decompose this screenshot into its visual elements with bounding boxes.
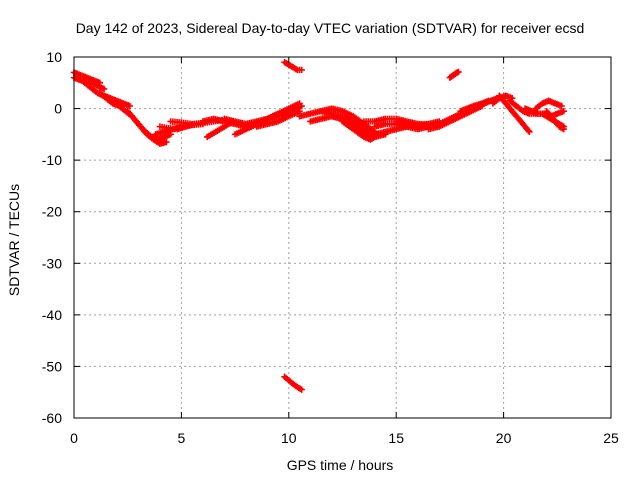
x-tick-label: 20 — [496, 430, 512, 446]
y-tick-label: -40 — [42, 307, 62, 323]
data-point — [298, 386, 305, 393]
y-tick-label: -10 — [42, 152, 62, 168]
data-point — [100, 85, 108, 93]
x-tick-label: 5 — [178, 430, 186, 446]
y-axis-label: SDTVAR / TECUs — [6, 184, 22, 296]
y-tick-label: -60 — [42, 410, 62, 426]
data-point — [525, 127, 532, 134]
data-point — [126, 102, 134, 110]
data-track — [496, 92, 533, 135]
data-track — [446, 68, 462, 81]
data-point — [455, 68, 462, 76]
y-tick-label: -50 — [42, 358, 62, 374]
data-point — [558, 102, 565, 110]
data-track — [70, 74, 108, 93]
data-track — [543, 107, 567, 133]
data-track — [81, 79, 134, 110]
plot-frame — [73, 56, 612, 419]
y-tick-label: 0 — [54, 101, 62, 117]
data-point — [560, 107, 567, 115]
x-axis-label: GPS time / hours — [287, 457, 394, 473]
chart-title: Day 142 of 2023, Sidereal Day-to-day VTE… — [76, 20, 585, 36]
data-points — [70, 58, 567, 393]
data-track — [281, 58, 305, 74]
axis-ticks: 0 5 10 15 20 25 10 0 -10 -20 -30 -40 -50 -60 — [42, 49, 619, 446]
data-track — [281, 373, 305, 393]
data-track — [339, 118, 378, 143]
data-point — [560, 126, 567, 133]
data-track — [425, 102, 486, 133]
x-tick-label: 25 — [603, 430, 619, 446]
data-track — [253, 107, 303, 130]
x-tick-label: 15 — [388, 430, 404, 446]
data-track — [350, 120, 411, 138]
y-tick-label: -20 — [42, 204, 62, 220]
data-point — [298, 102, 305, 110]
data-track — [264, 102, 305, 123]
data-track — [532, 97, 565, 112]
data-point — [526, 128, 533, 135]
x-tick-label: 0 — [70, 430, 78, 446]
x-tick-label: 10 — [281, 430, 297, 446]
y-tick-label: -30 — [42, 255, 62, 271]
data-track — [141, 128, 174, 143]
y-tick-label: 10 — [46, 49, 62, 65]
data-point — [163, 138, 170, 146]
data-point — [298, 66, 305, 74]
